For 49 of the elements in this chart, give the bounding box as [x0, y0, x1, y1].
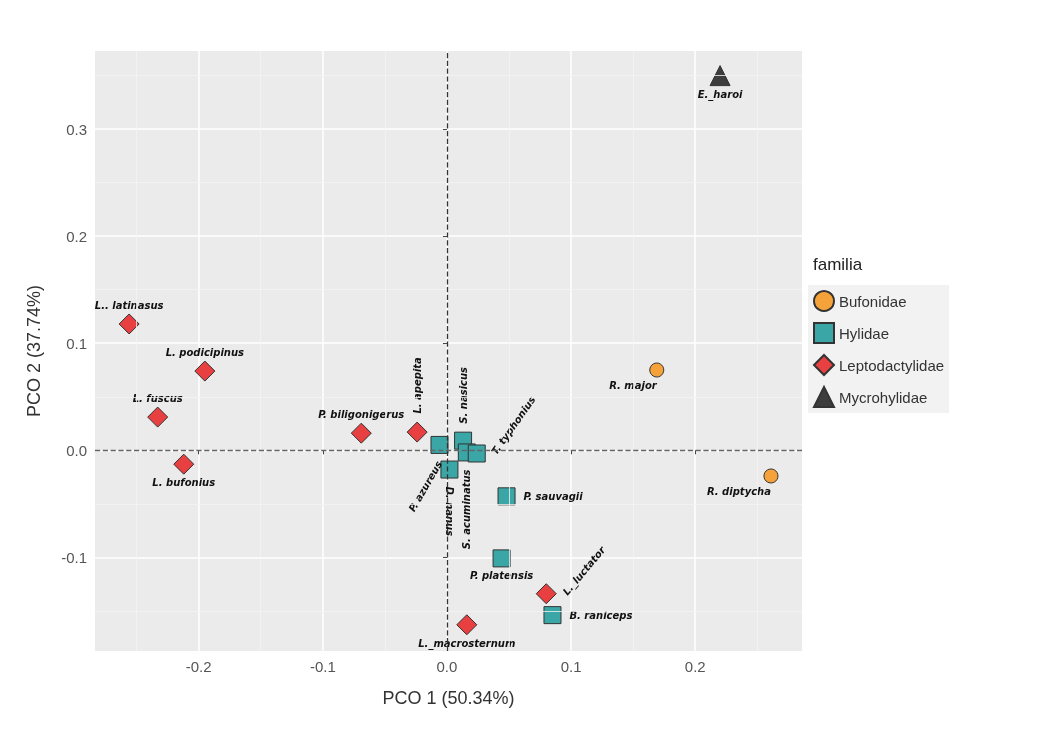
x-tick-label: -0.2: [185, 658, 212, 675]
x-tick-label: 0.1: [560, 658, 582, 675]
y-tick-label: 0.0: [66, 441, 87, 459]
point: [430, 435, 449, 454]
data-label: S. nasicus: [457, 366, 469, 424]
y-tick-label: 0.1: [66, 334, 87, 352]
data-label: P. biligonigerus: [318, 409, 405, 421]
data-label: L.. latinasus: [94, 299, 164, 311]
legend-label: Bufonidae: [839, 292, 907, 310]
point: [173, 453, 195, 475]
point: [492, 549, 511, 568]
point: [543, 606, 562, 625]
x-tick-label: 0.0: [436, 658, 458, 675]
point: [456, 614, 478, 636]
point: [709, 65, 731, 87]
y-tick-label: -0.1: [61, 548, 87, 566]
x-axis-title: PCO 1 (50.34%): [382, 688, 515, 708]
data-label: R. diptycha: [706, 485, 772, 497]
point: [535, 583, 557, 605]
data-label: S. acuminatus: [461, 469, 473, 550]
point: [763, 468, 779, 484]
point: [147, 406, 169, 428]
legend-label: Hylidae: [839, 324, 890, 342]
data-label: R. major: [609, 380, 658, 391]
data-label: L. bufonius: [152, 477, 216, 489]
x-tick-label: -0.1: [309, 658, 336, 675]
point: [194, 360, 216, 382]
data-label: L. podicipinus: [165, 347, 245, 359]
point: [467, 444, 486, 463]
legend-title: familia: [813, 255, 863, 274]
x-tick-label: 0.2: [684, 658, 706, 675]
data-label: P. platensis: [469, 569, 534, 581]
point: [350, 422, 372, 444]
point: [118, 313, 140, 335]
data-label: P. sauvagii: [523, 490, 584, 502]
data-label: L. fuscus: [132, 393, 183, 405]
point: [406, 421, 428, 443]
y-axis-title: PCO 2 (37.74%): [24, 284, 44, 418]
point: [440, 460, 459, 479]
legend-label: Mycrohylidae: [839, 388, 928, 406]
point: [497, 487, 516, 506]
legend-label: Leptodactylidae: [839, 356, 945, 374]
data-label: L._macrosternum: [418, 637, 516, 650]
y-tick-label: 0.3: [66, 120, 87, 138]
data-label: L. apepita: [411, 356, 423, 414]
data-label: E._haroi: [697, 88, 743, 101]
y-tick-label: 0.2: [66, 227, 87, 245]
data-label: B. raniceps: [569, 609, 633, 621]
point: [649, 362, 665, 378]
